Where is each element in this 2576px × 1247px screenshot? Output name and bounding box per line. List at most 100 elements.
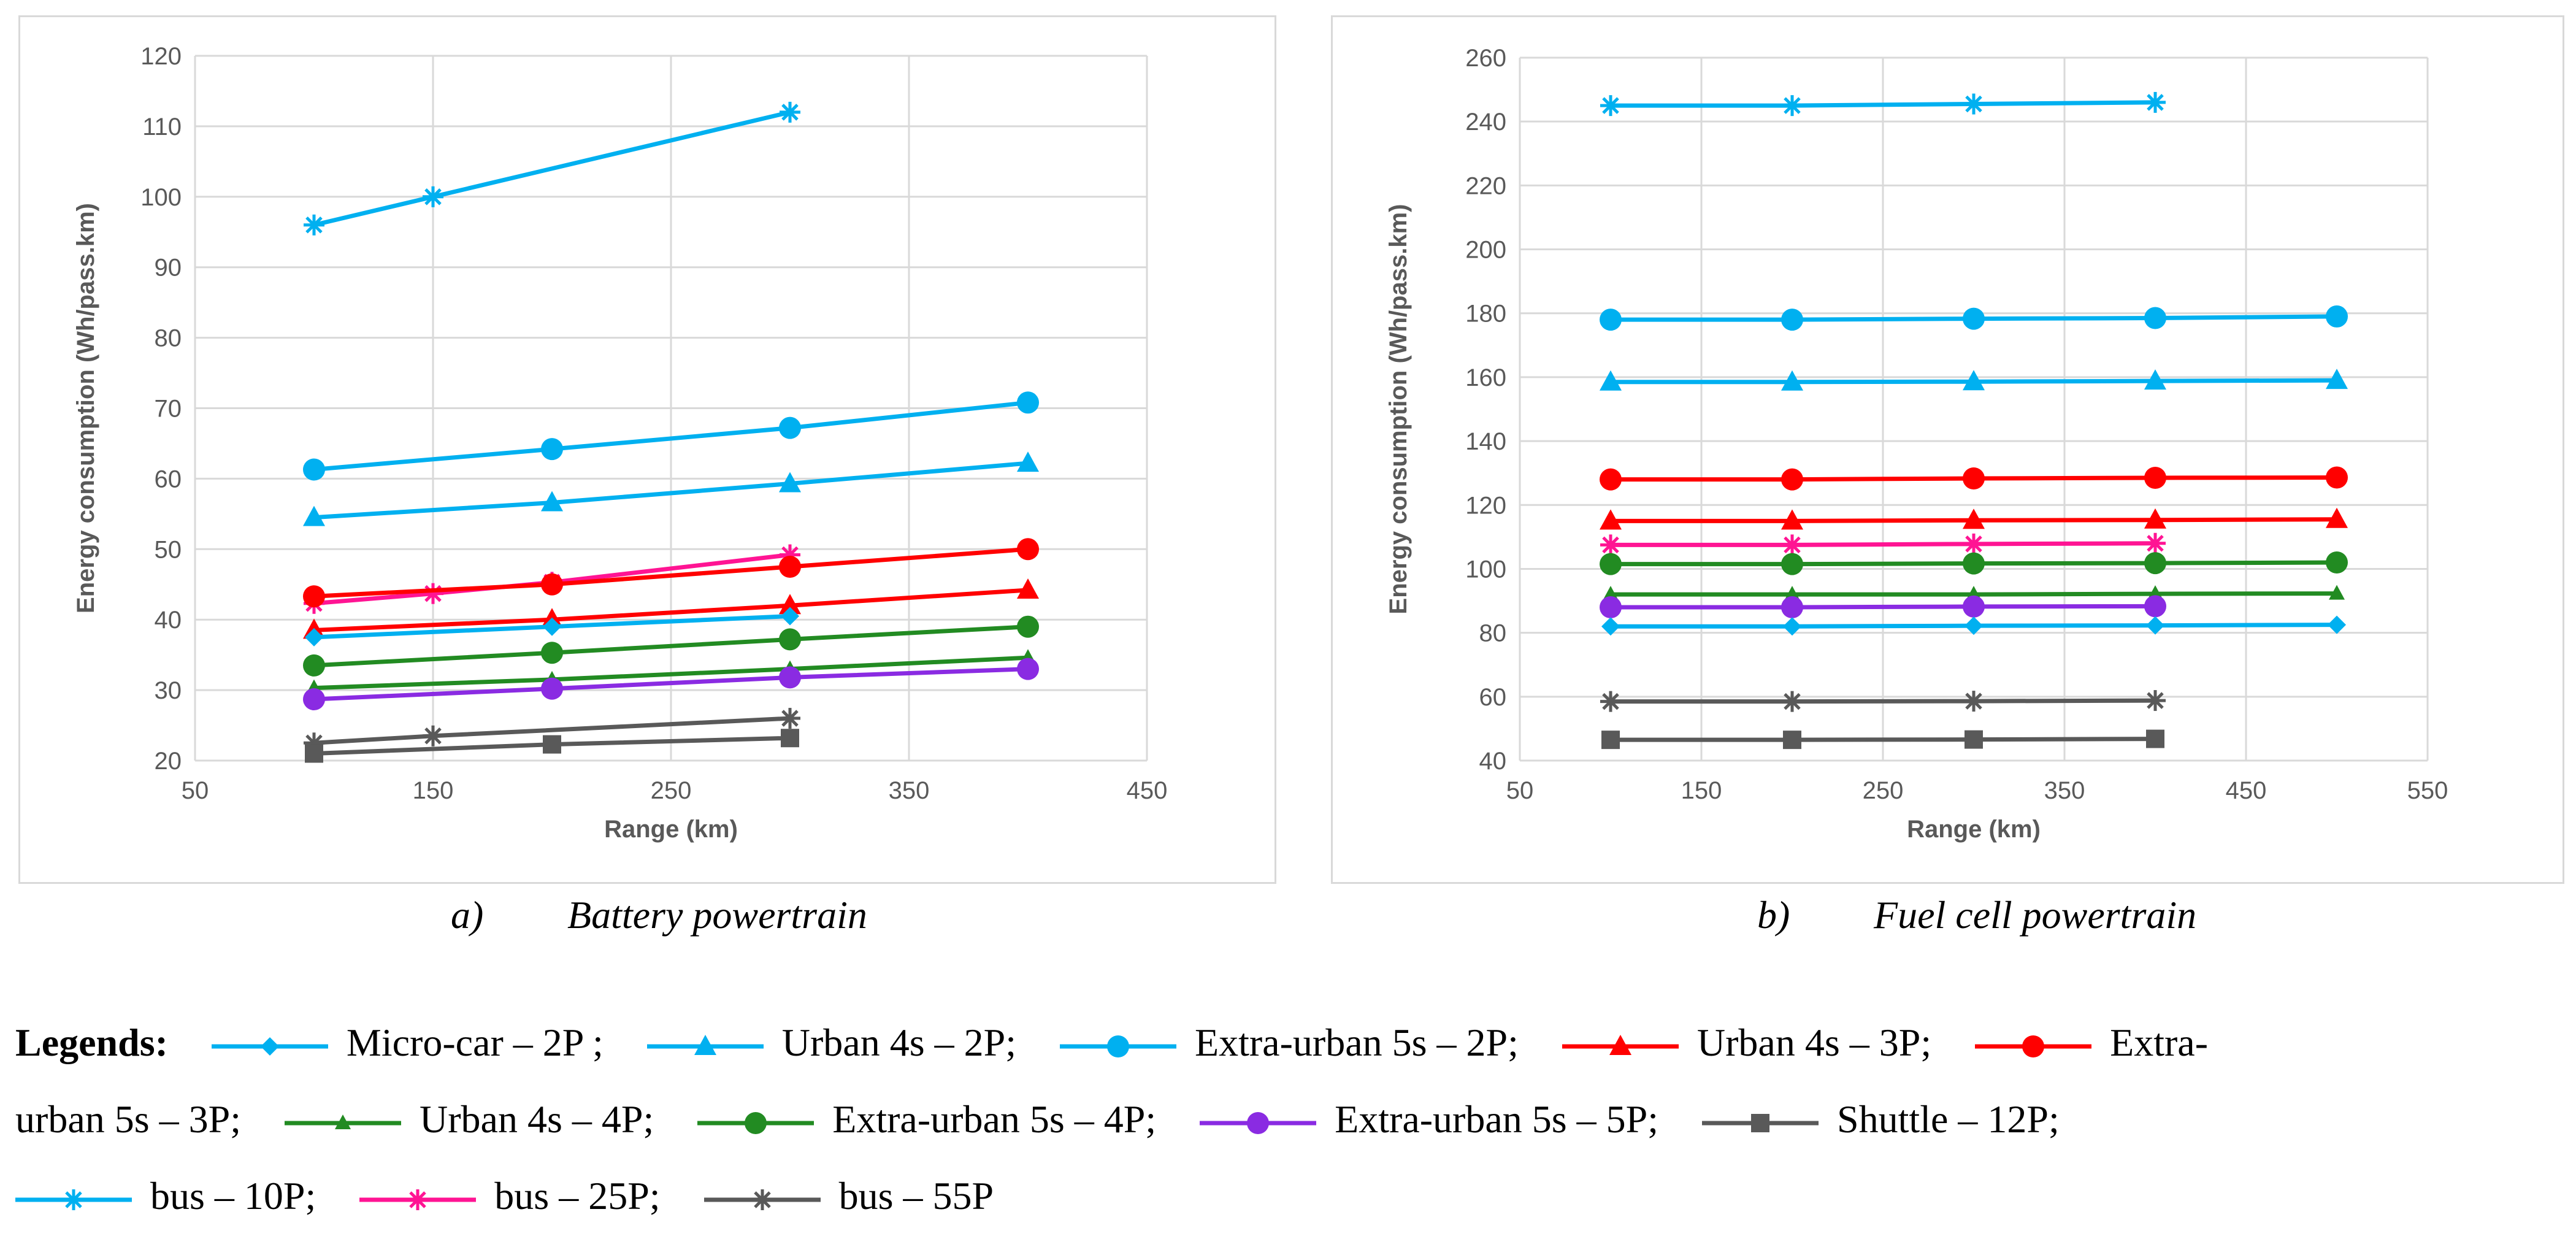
legend-entry-bus-55p: bus – 55P (703, 1174, 994, 1218)
fuel-cell-point-bus-10p-1 (1782, 95, 1803, 117)
battery-line-urban-4s-2p (313, 461, 1029, 520)
legend-entry-label: Extra-urban 5s – 5P; (1335, 1097, 1659, 1141)
legend-entry-extra-urban-5s-5p: Extra-urban 5s – 5P; (1200, 1097, 1658, 1141)
fuel-cell-point-bus-10p-3 (2145, 91, 2166, 113)
battery-point-bus-10p-1 (423, 186, 443, 207)
fuel-cell-point-bus-55p-2 (1963, 691, 1984, 712)
legend-entry-extra: Extra- (1975, 1021, 2208, 1064)
caption-battery-letter: a) (451, 893, 484, 937)
battery-point-urban-4s-2p-2 (779, 472, 801, 493)
legend-entry-urban-4s-2p: Urban 4s – 2P; (646, 1021, 1016, 1064)
caption-battery-text: Battery powertrain (567, 893, 867, 937)
battery-ytick-label: 110 (142, 113, 182, 140)
legend-marker-extra-urban-5s-5p (1247, 1112, 1270, 1135)
legend-entry-label: urban 5s – 3P; (15, 1097, 241, 1141)
fuel-cell-point-extra-urban-5s-4p-4 (2326, 551, 2348, 574)
fuel-cell-point-micro-car-2p-4 (2328, 615, 2346, 634)
legend-title: Legends: (15, 1021, 168, 1064)
fuel-cell-point-shuttle-12p-3 (2146, 729, 2164, 748)
battery-point-micro-car-2p-2 (781, 607, 799, 626)
fuel-cell-point-bus-10p-2 (1963, 93, 1984, 115)
fuel-cell-point-shuttle-12p-2 (1965, 730, 1983, 749)
fuel-cell-ytick-label: 240 (1465, 109, 1506, 136)
fuel-cell-point-extra-urban-5s-3p-4 (2326, 466, 2348, 489)
battery-ytick-label: 50 (155, 536, 182, 563)
battery-point-extra-urban-5s-3p-0 (303, 585, 325, 608)
fuel-cell-line-shuttle-12p (1611, 737, 2156, 742)
battery-point-extra-urban-5s-5p-2 (779, 666, 801, 689)
fuel-cell-point-urban-4s-4p-4 (2329, 585, 2345, 600)
fuel-cell-ytick-label: 200 (1465, 237, 1506, 264)
battery-line-urban-4s-4p (313, 655, 1029, 691)
fuel-cell-line-bus-10p (1611, 100, 2156, 108)
battery-point-bus-10p-2 (780, 101, 800, 123)
fuel-cell-ytick-label: 180 (1465, 301, 1506, 328)
legend-entry-label: bus – 25P; (494, 1174, 661, 1218)
chart-panel-battery: 50 150 250 350 450 20 30 40 50 60 70 80 90 100 110 120 R… (18, 15, 1276, 884)
fuel-cell-point-extra-urban-5s-3p-2 (1963, 467, 1985, 490)
fuel-cell-point-extra-urban-5s-5p-3 (2144, 595, 2166, 618)
legend-marker-shuttle-12p (1751, 1114, 1770, 1133)
fuel-cell-series-urban-4s-3p (1600, 507, 2348, 530)
fuel-cell-xtick-label: 550 (2407, 777, 2448, 804)
fuel-cell-point-extra-urban-5s-2p-1 (1781, 309, 1803, 331)
fuel-cell-ytick-label: 220 (1465, 172, 1506, 199)
battery-chart-svg: 50 150 250 350 450 20 30 40 50 60 70 80 90 100 110 120 R… (72, 43, 1167, 843)
fuel-cell-xtick-label: 450 (2226, 777, 2267, 804)
legend-swatch-urban-4s-2p (646, 1035, 764, 1056)
legend-entry-label: Extra- (2110, 1021, 2208, 1064)
fuel-cell-series-micro-car-2p (1601, 615, 2346, 636)
battery-point-extra-urban-5s-2p-2 (779, 416, 801, 439)
legend-entry-extra-urban-5s-2p: Extra-urban 5s – 2P; (1059, 1021, 1519, 1064)
battery-series-extra-urban-5s-4p (303, 615, 1039, 677)
battery-line-bus-10p (313, 110, 791, 228)
battery-x-axis-label: Range (km) (604, 816, 738, 843)
battery-ytick-label: 40 (155, 607, 182, 634)
battery-series-shuttle-12p (305, 729, 799, 763)
legend-marker-urban-4s-3p (1609, 1035, 1631, 1056)
legend-swatch-bus-25p (359, 1189, 477, 1211)
battery-point-extra-urban-5s-4p-2 (779, 628, 801, 651)
legend-entry-urban-4s-3p: Urban 4s – 3P; (1562, 1021, 1931, 1064)
fuel-cell-ytick-label: 140 (1465, 428, 1506, 455)
fuel-cell-point-urban-4s-3p-2 (1963, 508, 1985, 529)
battery-series-extra-urban-5s-3p (303, 538, 1039, 608)
fuel-cell-point-extra-urban-5s-2p-3 (2144, 307, 2166, 329)
fuel-cell-point-extra-urban-5s-3p-3 (2144, 466, 2166, 489)
battery-ytick-label: 30 (155, 677, 182, 704)
battery-ytick-label: 120 (140, 43, 182, 70)
legend-line-2: urban 5s – 3P; Urban 4s – 4P; Extra-urba… (15, 1083, 2060, 1156)
fuel-cell-point-bus-25p-3 (2145, 532, 2166, 554)
fuel-cell-point-bus-25p-2 (1963, 533, 1984, 554)
legend-marker-extra (2022, 1035, 2045, 1058)
legend-marker-bus-55p (751, 1189, 773, 1211)
fuel-cell-point-urban-4s-2p-3 (2144, 369, 2166, 390)
fuel-cell-ytick-label: 120 (1465, 492, 1506, 519)
legend-entry-extra-urban-5s-4p: Extra-urban 5s – 4P; (697, 1097, 1156, 1141)
fuel-cell-point-micro-car-2p-1 (1783, 617, 1801, 636)
legend-entry-urban-5s-3p: urban 5s – 3P; (15, 1097, 241, 1141)
legend-entry-label: Urban 4s – 2P; (781, 1021, 1016, 1064)
caption-fuel-cell-letter: b) (1757, 893, 1790, 937)
fuel-cell-point-urban-4s-3p-1 (1781, 509, 1803, 530)
battery-point-micro-car-2p-1 (543, 617, 561, 636)
battery-point-bus-55p-1 (423, 725, 443, 746)
fuel-cell-series-extra-urban-5s-4p (1600, 551, 2348, 575)
battery-point-shuttle-12p-1 (543, 735, 561, 754)
battery-series-micro-car-2p (305, 607, 799, 647)
battery-line-extra-urban-5s-3p (313, 547, 1029, 599)
legend-swatch-bus-55p (703, 1189, 821, 1211)
legend-swatch-urban-4s-3p (1562, 1035, 1679, 1056)
fuel-cell-ytick-label: 40 (1479, 748, 1507, 775)
battery-line-extra-urban-5s-5p (313, 667, 1029, 702)
battery-ytick-label: 90 (155, 255, 182, 282)
legend-marker-extra-urban-5s-4p (745, 1112, 767, 1135)
legend-line-3: bus – 10P; bus – 25P; bus – 55P (15, 1159, 994, 1233)
legend-entry-urban-4s-4p: Urban 4s – 4P; (285, 1097, 654, 1141)
fuel-cell-series-extra-urban-5s-3p (1600, 466, 2348, 491)
fuel-cell-series-extra-urban-5s-2p (1600, 305, 2348, 331)
fuel-cell-point-extra-urban-5s-3p-0 (1600, 468, 1622, 491)
caption-fuel-cell: b) Fuel cell powertrain (1757, 892, 2196, 938)
legend-marker-extra-urban-5s-2p (1106, 1035, 1129, 1058)
fuel-cell-line-bus-25p (1611, 541, 2156, 547)
